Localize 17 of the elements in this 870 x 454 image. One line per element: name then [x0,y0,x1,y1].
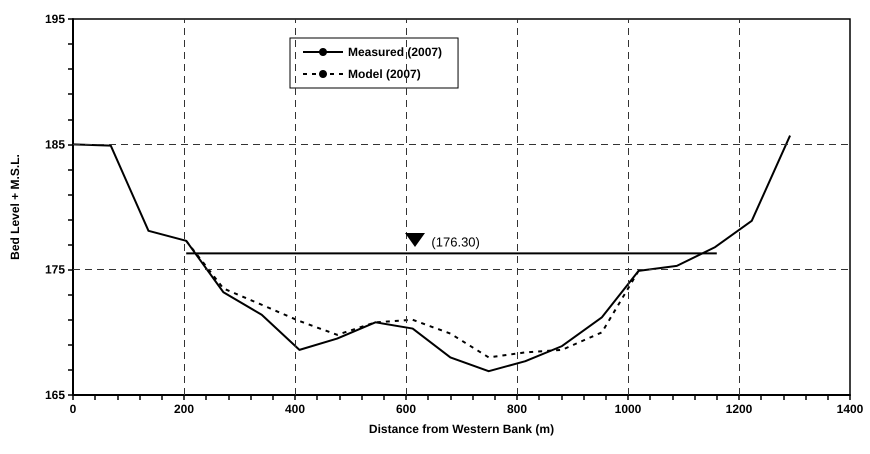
x-tick-label: 1200 [726,402,753,416]
y-axis-title: Bed Level + M.S.L. [8,154,22,260]
y-tick-label: 165 [44,388,66,402]
x-tick-label: 1000 [614,402,642,416]
x-tick-label: 200 [174,402,194,416]
x-tick-label: 600 [396,402,416,416]
legend-label: Measured (2007) [348,45,442,59]
x-tick-label: 400 [284,402,306,416]
y-tick-label: 185 [44,137,66,152]
x-tick-label: 1400 [836,402,864,416]
x-axis-title: Distance from Western Bank (m) [368,422,554,436]
y-tick-label: 195 [44,12,66,26]
legend-label: Model (2007) [348,67,421,81]
x-tick-label: 800 [506,402,528,416]
y-tick-label: 175 [44,262,66,277]
x-tick-label: 0 [70,402,77,416]
annotation: (176.30) [431,234,480,250]
